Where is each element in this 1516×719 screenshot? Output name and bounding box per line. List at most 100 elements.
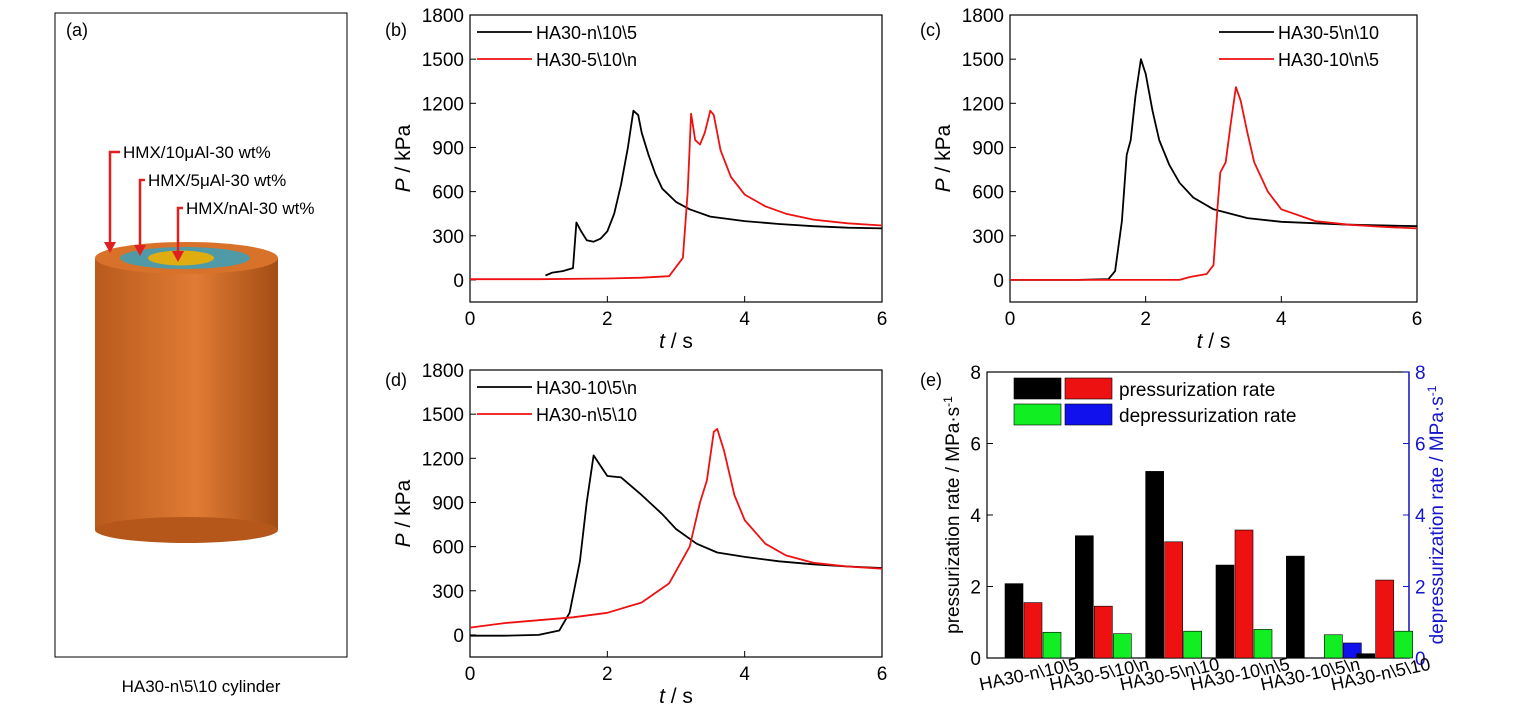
panel-label: (b) [385, 20, 407, 40]
legend-swatch-4 [1064, 403, 1113, 426]
panel-d: (d) 0 300 600 900 1200 1500 1800 0 2 4 6 t / s P / kP… [385, 361, 887, 708]
legend-label-2: HA30-5\10\n [536, 50, 637, 70]
y-tick-label: 1800 [422, 6, 464, 27]
bar-4-1 [1215, 564, 1235, 659]
y-tick-label: 4 [970, 506, 981, 527]
y2-tick-label: 8 [1415, 363, 1426, 384]
y-tick-label: 600 [432, 538, 464, 559]
legend-swatch-2 [1064, 377, 1113, 400]
y-tick-label: 900 [432, 493, 464, 514]
y-axis-label-text: pressurization rate / MPa·s [943, 407, 964, 634]
x-tick-label: 6 [877, 309, 888, 330]
y2-tick-label: 6 [1415, 435, 1426, 456]
series-line-2 [1010, 86, 1418, 281]
arrow-inner [176, 206, 183, 255]
plot-frame [469, 369, 883, 658]
x-tick-label: 4 [1276, 309, 1287, 330]
x-tick-label: 4 [739, 664, 750, 685]
y-axis-label-var: P [392, 533, 415, 547]
x-tick-label: 0 [465, 664, 476, 685]
bar-2-1 [1075, 535, 1094, 659]
y-axis-label-sup: -1 [941, 396, 955, 407]
y-tick-label: 8 [970, 363, 981, 384]
y-tick-label: 600 [432, 183, 464, 204]
y-tick-label: 900 [972, 138, 1004, 159]
x-axis-label-var: t [1197, 330, 1204, 353]
y-tick-label: 2 [970, 578, 981, 599]
cylinder-bottom [95, 517, 278, 543]
panel-a: (a) HMX/10μAl-30 wt% HMX/5μAl-30 wt% HMX… [54, 12, 348, 696]
layer-label-outer: HMX/10μAl-30 wt% [123, 143, 271, 162]
arrowhead-middle [134, 245, 146, 256]
arrow-middle [138, 178, 145, 248]
bar-5-3 [1324, 634, 1343, 659]
y-tick-label: 0 [453, 626, 464, 647]
plot-frame [1009, 14, 1418, 303]
cylinder [95, 242, 278, 543]
series-line-1 [545, 109, 883, 277]
y-axis-label-var: P [392, 178, 415, 192]
y2-tick-label: 0 [1415, 649, 1426, 670]
legend-label-1: HA30-5\n\10 [1278, 23, 1379, 43]
y-axis-label: P / kPa [392, 124, 415, 192]
series-line-2 [469, 427, 883, 629]
x-axis-label-unit: / s [665, 685, 693, 708]
x-tick-label: 6 [1412, 309, 1423, 330]
y-tick-label: 300 [432, 582, 464, 603]
series-line-1 [1010, 58, 1418, 281]
x-axis-label-unit: / s [665, 330, 693, 353]
y-tick-label: 0 [993, 271, 1004, 292]
bar-3-3 [1183, 630, 1202, 659]
y-axis-label-unit: / kPa [392, 479, 415, 533]
y-tick-label: 1800 [422, 361, 464, 382]
y2-axis-label-text: depressurization rate / MPa·s [1427, 396, 1448, 644]
x-tick-label: 2 [1140, 309, 1151, 330]
y-tick-label: 600 [972, 183, 1004, 204]
bar-6-3 [1394, 630, 1413, 659]
bar-6-1 [1356, 653, 1375, 659]
legend-label-2: HA30-10\n\5 [1278, 50, 1379, 70]
y-tick-label: 900 [432, 138, 464, 159]
legend-swatch-1 [1013, 377, 1062, 400]
y-axis-label: P / kPa [932, 124, 955, 192]
legend-label-1: HA30-n\10\5 [536, 23, 637, 43]
y2-tick-label: 2 [1415, 578, 1426, 599]
x-tick-label: 0 [465, 309, 476, 330]
layer-arrows [108, 150, 183, 255]
x-axis-label: t / s [659, 330, 693, 353]
x-axis-label-var: t [659, 685, 666, 708]
bar-4-2 [1234, 529, 1254, 659]
x-tick-label: 2 [602, 309, 613, 330]
layer-label-inner: HMX/nAl-30 wt% [186, 199, 314, 218]
panel-a-label: (a) [66, 20, 88, 40]
arrowhead-outer [104, 242, 116, 253]
legend-label-1: HA30-10\5\n [536, 378, 637, 398]
y2-axis-label-sup: -1 [1425, 385, 1439, 396]
x-tick-label: 0 [1005, 309, 1016, 330]
x-tick-label: 6 [877, 664, 888, 685]
y-tick-label: 6 [970, 435, 981, 456]
panel-label: (e) [920, 370, 942, 390]
cylinder-body [95, 258, 278, 530]
arrowhead-inner [172, 251, 184, 262]
bar-4-3 [1253, 629, 1273, 659]
layer-label-middle: HMX/5μAl-30 wt% [148, 171, 286, 190]
panel-a-frame [54, 12, 348, 658]
bar-2-3 [1113, 633, 1132, 659]
y-tick-label: 0 [453, 271, 464, 292]
arrow-heads [104, 242, 184, 262]
panel-label: (d) [385, 370, 407, 390]
bar-6-2 [1375, 579, 1394, 659]
bar-1-1 [1004, 583, 1024, 659]
series-line-1 [470, 454, 883, 637]
y-tick-label: 1200 [962, 94, 1004, 115]
x-tick-label: 2 [602, 664, 613, 685]
y-axis-label: pressurization rate / MPa·s-1 [941, 396, 964, 634]
series-line-2 [470, 109, 883, 281]
x-axis-label: t / s [659, 685, 693, 708]
legend-label-1: pressurization rate [1119, 380, 1275, 401]
panel-label: (c) [920, 20, 941, 40]
arrow-outer [108, 150, 120, 245]
x-axis-label-unit: / s [1202, 330, 1230, 353]
